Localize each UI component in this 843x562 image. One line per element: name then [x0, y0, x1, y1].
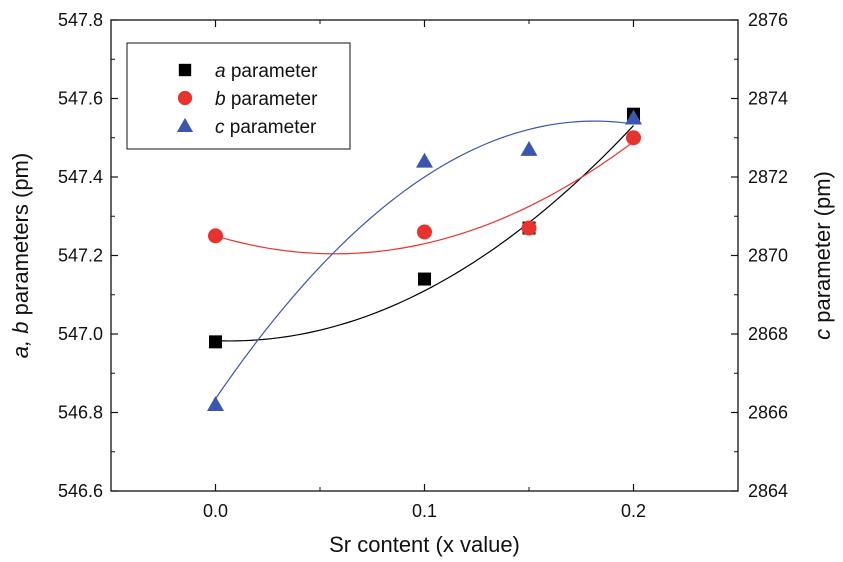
- legend-label-b: b parameter: [215, 89, 318, 110]
- data-point-a: [209, 335, 222, 349]
- legend-label-a-italic: a: [215, 61, 226, 82]
- fit-curves: [215, 120, 634, 400]
- fit-curve-a: [215, 125, 634, 342]
- data-point-c: [520, 141, 538, 156]
- legend-label-b-rest: parameter: [226, 89, 319, 110]
- tick-labels: 0.0 0.1 0.2 546.6 546.8 547.0 547.2 547.4 547.6 5…: [58, 10, 788, 521]
- data-markers: [207, 107, 642, 412]
- legend-marker-b: [177, 90, 193, 106]
- legend-marker-c: [176, 117, 194, 133]
- legend-label-a: a parameter: [215, 61, 318, 82]
- y-right-tick-label: 2864: [748, 481, 788, 501]
- data-point-b: [521, 220, 537, 236]
- x-tick-label: 0.1: [412, 501, 437, 521]
- y-right-tick-label: 2876: [748, 10, 788, 30]
- y-left-axis-title: a, b parameters (pm): [8, 153, 33, 358]
- y-left-tick-label: 547.8: [58, 10, 103, 30]
- x-axis-title: Sr content (x value): [329, 532, 520, 557]
- x-tick-label: 0.2: [621, 501, 646, 521]
- legend-marker-b: [177, 90, 193, 106]
- y-left-tick-label: 547.0: [58, 324, 103, 344]
- data-point-a: [418, 272, 431, 286]
- legend-label-c: c parameter: [215, 117, 317, 138]
- y-right-tick-label: 2874: [748, 89, 788, 109]
- y-right-tick-label: 2870: [748, 246, 788, 266]
- legend-entry-a: a parameter: [178, 61, 318, 82]
- data-point-c: [207, 396, 224, 412]
- legend-label-b-italic: b: [215, 89, 226, 110]
- axis-ticks: [110, 19, 739, 492]
- legend-marker-c: [176, 117, 194, 133]
- legend-entry-c: c parameter: [176, 117, 317, 138]
- y-right-tick-label: 2872: [748, 167, 788, 187]
- legend-entry-b: b parameter: [177, 89, 318, 110]
- y-right-axis-title: c parameter (pm): [810, 171, 835, 340]
- data-point-c: [625, 109, 642, 125]
- y-left-tick-label: 547.2: [58, 246, 103, 266]
- data-point-b: [417, 224, 432, 240]
- legend-box: [126, 42, 351, 150]
- y-right-title-rest: parameter (pm): [810, 171, 835, 329]
- y-left-tick-label: 547.6: [58, 89, 103, 109]
- x-tick-label: 0.0: [203, 501, 228, 521]
- data-point-b: [208, 228, 223, 244]
- legend-marker-a: [178, 63, 192, 77]
- y-right-title-italic: c: [810, 329, 835, 340]
- fit-curve-b: [215, 141, 634, 255]
- data-point-c: [416, 152, 433, 168]
- legend-label-c-rest: parameter: [225, 117, 318, 138]
- y-left-title-italic: a, b: [8, 322, 33, 359]
- legend-label-c-italic: c: [215, 117, 225, 138]
- fit-curve-c: [215, 120, 634, 400]
- y-right-tick-label: 2866: [748, 403, 788, 423]
- y-left-tick-label: 546.8: [58, 403, 103, 423]
- y-right-tick-label: 2868: [748, 324, 788, 344]
- y-left-tick-label: 547.4: [58, 167, 103, 187]
- legend: a parameter b parameter c parameter: [126, 42, 351, 150]
- data-point-b: [626, 130, 641, 146]
- legend-marker-a: [178, 63, 192, 77]
- y-left-title-rest: parameters (pm): [8, 153, 33, 322]
- legend-label-a-rest: parameter: [226, 61, 319, 82]
- y-left-tick-label: 546.6: [58, 481, 103, 501]
